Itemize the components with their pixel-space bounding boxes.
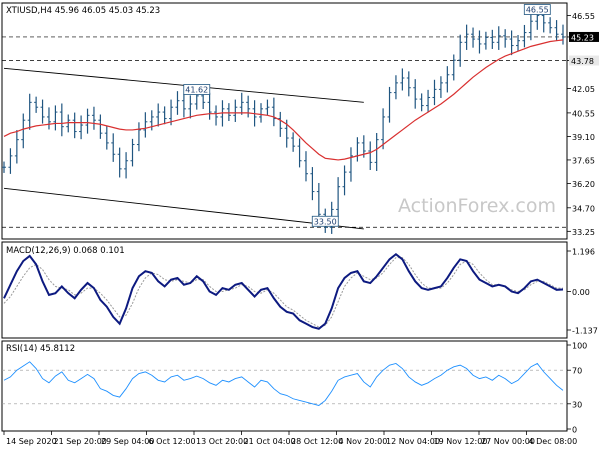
price-level-label: 45.23 <box>571 33 594 42</box>
price-level-label-box <box>569 55 599 66</box>
macd-panel: MACD(12,26,9) 0.068 0.101 1.196 0.00 -1.13… <box>1 241 598 339</box>
time-axis-tick-label: 28 Oct 12:00 <box>291 437 343 446</box>
price-axis-tick-label: 33.25 <box>572 228 595 237</box>
rsi-panel-header: RSI(14) 45.8112 <box>6 344 75 354</box>
macd-panel-header: MACD(12,26,9) 0.068 0.101 <box>6 246 125 256</box>
rsi-axis-tick-label: 70 <box>572 367 582 376</box>
time-axis-tick-label: 27 Nov 00:00 <box>481 437 535 446</box>
macd-axis-tick-label: 1.196 <box>572 248 595 257</box>
price-axis-tick-label: 42.05 <box>572 85 595 94</box>
moving-average-line <box>3 39 564 161</box>
price-panel-header: XTIUSD,H4 45.96 46.05 45.03 45.23 <box>6 6 160 16</box>
price-axis-tick-label: 46.55 <box>572 12 595 21</box>
time-axis-tick-label: 21 Sep 20:00 <box>54 437 107 446</box>
time-axis-tick-label: 4 Dec 08:00 <box>529 437 578 446</box>
price-annotation-box <box>311 215 339 227</box>
time-axis-tick-label: 29 Sep 04:00 <box>101 437 154 446</box>
price-level-label: 43.78 <box>571 57 594 66</box>
macd-panel-frame <box>1 241 568 339</box>
price-annotation-label: 33.50 <box>314 217 337 226</box>
price-axis-tick-label: 37.65 <box>572 156 595 165</box>
rsi-line <box>3 361 564 406</box>
watermark: ActionForex.com <box>398 195 556 217</box>
rsi-axis-tick-label: 100 <box>572 342 587 351</box>
macd-axis-tick-label: 0.00 <box>572 288 590 297</box>
time-axis-tick-label: 19 Nov 12:00 <box>434 437 488 446</box>
time-axis-tick-label: 21 Oct 04:00 <box>244 437 296 446</box>
price-annotation-label: 46.55 <box>526 6 549 15</box>
price-axis-tick-label: 40.55 <box>572 109 595 118</box>
price-annotation-label: 41.62 <box>185 86 208 95</box>
time-axis-tick-label: 13 Oct 20:00 <box>196 437 248 446</box>
time-axis-tick-label: 4 Nov 20:00 <box>339 437 388 446</box>
price-annotation-box <box>523 4 551 15</box>
trendline-lower-channel <box>3 187 364 230</box>
price-axis-tick-label: 39.10 <box>572 133 595 142</box>
rsi-panel: RSI(14) 45.8112 100 70 30 0 <box>1 340 587 435</box>
rsi-panel-frame <box>1 340 568 432</box>
macd-line <box>3 252 564 330</box>
time-axis-tick-label: 12 Nov 04:00 <box>386 437 440 446</box>
price-panel-frame <box>1 2 568 240</box>
price-axis-tick-label: 36.20 <box>572 180 595 189</box>
time-axis-tick-label: 14 Sep 2020 <box>6 437 57 446</box>
time-axis-tick-label: 6 Oct 12:00 <box>149 437 196 446</box>
macd-signal-line <box>3 257 563 328</box>
price-axis-tick-label: 34.70 <box>572 204 595 213</box>
price-panel: XTIUSD,H4 45.96 46.05 45.03 45.23 Action… <box>1 2 599 240</box>
macd-axis-tick-label: -1.137 <box>572 327 598 336</box>
rsi-axis-tick-label: 30 <box>572 400 582 409</box>
price-annotation-box <box>183 84 211 95</box>
rsi-axis-tick-label: 0 <box>572 426 577 435</box>
price-level-label-box <box>569 31 599 42</box>
